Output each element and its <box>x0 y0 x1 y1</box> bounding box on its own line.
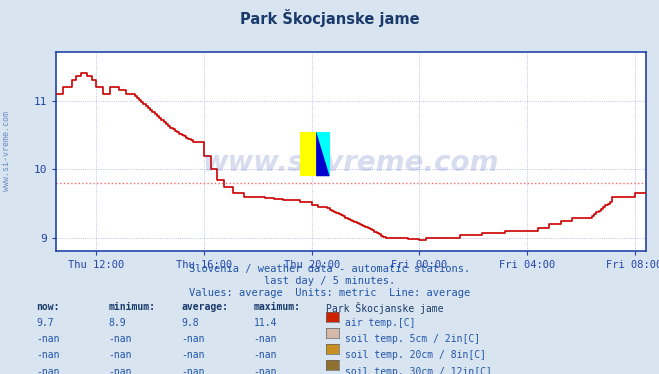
Text: 11.4: 11.4 <box>254 318 277 328</box>
Text: soil temp. 20cm / 8in[C]: soil temp. 20cm / 8in[C] <box>345 350 486 361</box>
Polygon shape <box>316 132 330 176</box>
Text: -nan: -nan <box>36 350 60 361</box>
Text: www.si-vreme.com: www.si-vreme.com <box>2 111 11 191</box>
Text: -nan: -nan <box>181 350 205 361</box>
Polygon shape <box>316 132 330 176</box>
Text: -nan: -nan <box>181 334 205 344</box>
Text: maximum:: maximum: <box>254 302 301 312</box>
Text: -nan: -nan <box>36 334 60 344</box>
Text: now:: now: <box>36 302 60 312</box>
Text: -nan: -nan <box>109 334 132 344</box>
Text: -nan: -nan <box>36 367 60 374</box>
Text: Park Škocjanske jame: Park Škocjanske jame <box>240 9 419 27</box>
Text: 8.9: 8.9 <box>109 318 127 328</box>
Text: -nan: -nan <box>254 334 277 344</box>
Text: Slovenia / weather data - automatic stations.: Slovenia / weather data - automatic stat… <box>189 264 470 274</box>
Text: -nan: -nan <box>254 350 277 361</box>
Text: www.si-vreme.com: www.si-vreme.com <box>203 149 499 177</box>
Text: last day / 5 minutes.: last day / 5 minutes. <box>264 276 395 286</box>
Text: minimum:: minimum: <box>109 302 156 312</box>
Text: soil temp. 30cm / 12in[C]: soil temp. 30cm / 12in[C] <box>345 367 492 374</box>
Text: -nan: -nan <box>109 367 132 374</box>
Text: -nan: -nan <box>109 350 132 361</box>
Text: 9.7: 9.7 <box>36 318 54 328</box>
Text: average:: average: <box>181 302 228 312</box>
Text: air temp.[C]: air temp.[C] <box>345 318 415 328</box>
Text: 9.8: 9.8 <box>181 318 199 328</box>
Polygon shape <box>301 132 316 176</box>
Text: Park Škocjanske jame: Park Škocjanske jame <box>326 302 444 314</box>
Text: -nan: -nan <box>181 367 205 374</box>
Text: Values: average  Units: metric  Line: average: Values: average Units: metric Line: aver… <box>189 288 470 298</box>
Text: -nan: -nan <box>254 367 277 374</box>
Text: soil temp. 5cm / 2in[C]: soil temp. 5cm / 2in[C] <box>345 334 480 344</box>
